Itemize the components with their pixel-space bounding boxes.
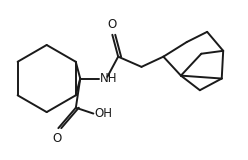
Text: NH: NH xyxy=(100,72,118,85)
Text: O: O xyxy=(108,18,117,31)
Text: OH: OH xyxy=(94,107,112,120)
Text: O: O xyxy=(52,132,62,145)
